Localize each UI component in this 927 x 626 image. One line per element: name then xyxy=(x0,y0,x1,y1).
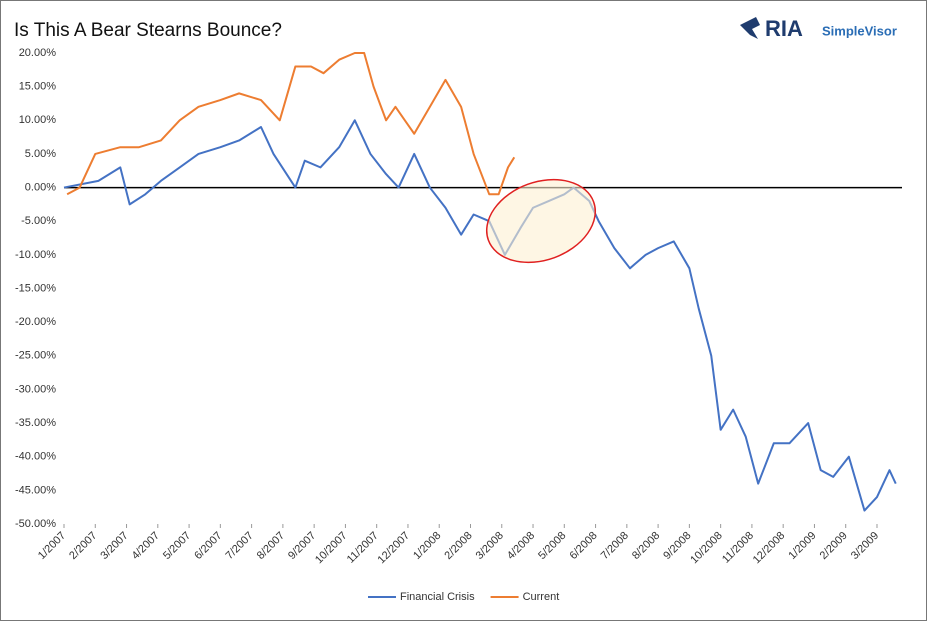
y-tick-label: -40.00% xyxy=(15,451,56,463)
y-tick-label: 5.00% xyxy=(25,148,56,160)
y-tick-label: 20.00% xyxy=(19,47,57,59)
y-tick-label: -10.00% xyxy=(15,249,56,261)
y-tick-label: -25.00% xyxy=(15,350,56,362)
series-line xyxy=(66,52,516,196)
y-tick-label: -5.00% xyxy=(21,215,56,227)
logo-icon xyxy=(740,17,760,39)
y-tick-label: -35.00% xyxy=(15,417,56,429)
y-tick-label: 0.00% xyxy=(25,181,56,193)
y-tick-label: -20.00% xyxy=(15,316,56,328)
y-tick-label: 15.00% xyxy=(19,81,57,93)
y-tick-label: -30.00% xyxy=(15,383,56,395)
chart-title: Is This A Bear Stearns Bounce? xyxy=(14,20,282,41)
legend-label: Current xyxy=(523,591,560,603)
logo-sub: SimpleVisor xyxy=(822,23,897,38)
y-tick-label: 10.00% xyxy=(19,114,57,126)
legend-label: Financial Crisis xyxy=(400,591,475,603)
y-tick-label: -45.00% xyxy=(15,484,56,496)
highlight-ellipse xyxy=(485,178,597,264)
y-tick-label: -15.00% xyxy=(15,282,56,294)
logo: RIA xyxy=(765,16,803,41)
y-tick-label: -50.00% xyxy=(15,518,56,530)
